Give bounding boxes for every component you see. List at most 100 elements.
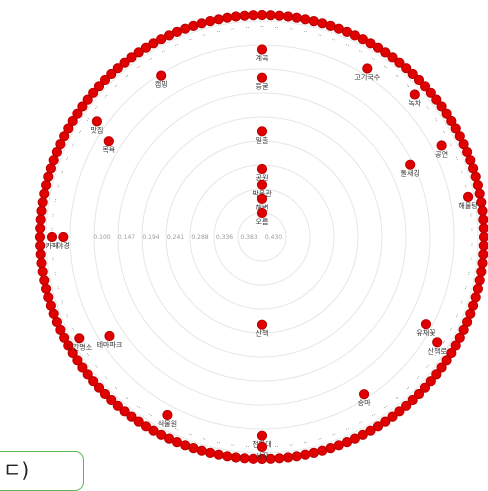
outer-node[interactable] — [188, 20, 199, 31]
chart-node[interactable] — [359, 389, 370, 400]
outer-node[interactable] — [34, 231, 46, 243]
outer-node[interactable] — [39, 275, 50, 286]
outer-node[interactable] — [478, 223, 488, 234]
outer-node[interactable] — [256, 9, 268, 21]
outer-node[interactable] — [394, 57, 405, 68]
outer-node[interactable] — [365, 38, 376, 49]
outer-node[interactable] — [425, 87, 436, 98]
outer-node[interactable] — [450, 123, 461, 134]
outer-node[interactable] — [446, 347, 457, 359]
outer-node[interactable] — [67, 347, 78, 359]
chart-node[interactable] — [74, 333, 85, 344]
outer-node[interactable] — [41, 283, 52, 294]
outer-node[interactable] — [45, 300, 57, 311]
outer-node[interactable] — [472, 180, 483, 191]
outer-node[interactable] — [317, 18, 328, 29]
outer-node[interactable] — [82, 94, 93, 105]
outer-node[interactable] — [196, 18, 207, 29]
chart-node[interactable] — [256, 163, 268, 175]
chart-node[interactable] — [103, 136, 114, 147]
chart-node[interactable] — [156, 70, 167, 81]
outer-node[interactable] — [37, 266, 48, 277]
outer-node[interactable] — [239, 453, 250, 464]
outer-node[interactable] — [106, 68, 117, 80]
chart-node[interactable] — [432, 337, 443, 348]
outer-node[interactable] — [43, 171, 54, 182]
chart-node[interactable] — [256, 179, 268, 190]
outer-node[interactable] — [36, 205, 47, 216]
outer-node[interactable] — [72, 108, 83, 119]
outer-node[interactable] — [35, 214, 46, 225]
outer-node[interactable] — [39, 188, 50, 199]
outer-node[interactable] — [133, 47, 144, 58]
outer-node[interactable] — [35, 249, 46, 260]
outer-node[interactable] — [148, 38, 159, 49]
outer-node[interactable] — [77, 362, 88, 373]
chart-node[interactable] — [409, 89, 420, 100]
outer-node[interactable] — [222, 12, 233, 23]
outer-node[interactable] — [476, 197, 487, 208]
outer-node[interactable] — [446, 115, 457, 127]
outer-node[interactable] — [63, 123, 74, 134]
outer-node[interactable] — [72, 355, 83, 366]
outer-node[interactable] — [478, 214, 488, 225]
outer-node[interactable] — [477, 258, 488, 269]
outer-node[interactable] — [133, 416, 144, 427]
outer-node[interactable] — [222, 451, 233, 462]
outer-node[interactable] — [274, 10, 285, 21]
partial-button[interactable]: ㄷ) — [0, 451, 84, 491]
outer-node[interactable] — [63, 340, 74, 351]
outer-node[interactable] — [67, 115, 78, 127]
outer-node[interactable] — [43, 292, 54, 303]
outer-node[interactable] — [291, 451, 302, 462]
outer-node[interactable] — [454, 332, 465, 343]
outer-node[interactable] — [441, 108, 452, 119]
outer-node[interactable] — [283, 11, 294, 22]
outer-node[interactable] — [474, 188, 485, 199]
chart-node[interactable] — [91, 116, 103, 127]
outer-node[interactable] — [387, 52, 398, 63]
outer-node[interactable] — [436, 101, 447, 112]
outer-node[interactable] — [112, 63, 123, 74]
outer-node[interactable] — [300, 14, 311, 25]
chart-node[interactable] — [256, 441, 268, 453]
outer-node[interactable] — [308, 447, 319, 458]
outer-node[interactable] — [291, 12, 302, 23]
outer-node[interactable] — [112, 400, 123, 411]
outer-node[interactable] — [213, 14, 224, 25]
outer-node[interactable] — [77, 101, 88, 112]
outer-node[interactable] — [431, 94, 442, 105]
outer-node[interactable] — [470, 171, 481, 182]
outer-node[interactable] — [119, 406, 130, 417]
chart-node[interactable] — [256, 430, 268, 441]
chart-node[interactable] — [256, 126, 268, 137]
outer-node[interactable] — [474, 275, 485, 286]
outer-node[interactable] — [213, 449, 224, 460]
outer-node[interactable] — [380, 416, 391, 427]
outer-node[interactable] — [35, 223, 46, 234]
chart-node[interactable] — [436, 140, 447, 151]
outer-node[interactable] — [119, 57, 130, 68]
outer-node[interactable] — [478, 249, 488, 260]
outer-node[interactable] — [196, 445, 207, 456]
outer-node[interactable] — [82, 369, 93, 380]
outer-node[interactable] — [413, 74, 425, 86]
chart-node[interactable] — [256, 319, 268, 330]
outer-node[interactable] — [106, 394, 117, 406]
outer-node[interactable] — [239, 10, 250, 21]
chart-node[interactable] — [58, 231, 69, 243]
chart-node[interactable] — [256, 193, 268, 204]
outer-node[interactable] — [380, 47, 391, 58]
outer-node[interactable] — [148, 425, 159, 436]
chart-node[interactable] — [405, 159, 416, 170]
outer-node[interactable] — [88, 376, 99, 387]
outer-node[interactable] — [205, 447, 216, 458]
outer-node[interactable] — [126, 411, 137, 422]
outer-node[interactable] — [205, 16, 216, 27]
outer-node[interactable] — [317, 445, 328, 456]
outer-node[interactable] — [372, 42, 384, 53]
outer-node[interactable] — [325, 443, 336, 454]
outer-node[interactable] — [478, 240, 488, 251]
outer-node[interactable] — [99, 74, 111, 86]
outer-node[interactable] — [126, 52, 137, 63]
